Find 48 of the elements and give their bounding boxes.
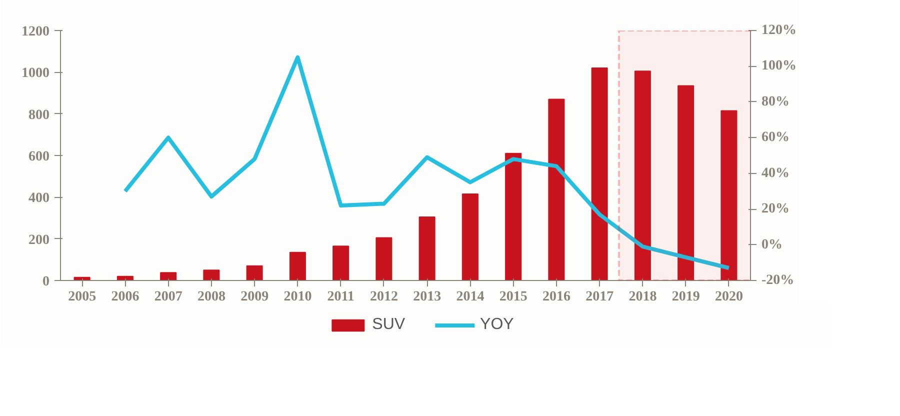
y2-tick-label: -20% xyxy=(762,273,794,288)
y-tick-label: 1000 xyxy=(22,66,50,82)
bar xyxy=(505,152,522,280)
legend-label: SUV xyxy=(372,316,406,334)
bar xyxy=(246,265,263,280)
bar xyxy=(376,237,392,280)
bar xyxy=(548,98,565,280)
y2-tick-label: 60% xyxy=(762,130,790,146)
x-tick-label: 2006 xyxy=(111,290,140,304)
bar xyxy=(720,110,738,280)
x-tick-label: 2013 xyxy=(413,290,442,304)
y-tick-label: 600 xyxy=(28,150,50,164)
y2-tick-label: 100% xyxy=(762,58,796,74)
y2-tick-label: 0% xyxy=(762,237,782,252)
y2-tick-label: 20% xyxy=(762,202,790,217)
x-tick-label: 2015 xyxy=(499,290,528,304)
y-tick-label: 400 xyxy=(28,191,50,206)
x-tick-label: 2016 xyxy=(542,290,570,304)
y-tick-label: 800 xyxy=(28,108,50,123)
legend-label: YOY xyxy=(480,316,514,334)
bar xyxy=(203,270,220,280)
line-series xyxy=(123,55,731,270)
x-tick-label: 2019 xyxy=(672,290,700,304)
bar xyxy=(678,85,694,280)
x-tick-label: 2011 xyxy=(327,290,354,304)
bar xyxy=(418,216,436,280)
bar xyxy=(462,194,478,280)
x-tick-label: 2020 xyxy=(714,290,743,304)
x-tick-label: 2008 xyxy=(197,290,226,304)
x-tick-label: 2017 xyxy=(586,290,614,304)
y-tick-label: 1200 xyxy=(22,24,50,40)
x-tick-label: 2005 xyxy=(68,290,96,304)
bar xyxy=(591,68,608,280)
y2-tick-label: 40% xyxy=(762,166,790,181)
y2-tick-label: 120% xyxy=(762,23,796,38)
bar xyxy=(634,70,651,280)
bar xyxy=(160,272,177,280)
x-tick-label: 2009 xyxy=(240,290,269,304)
bar xyxy=(332,246,350,280)
bar xyxy=(289,252,306,280)
y-tick-label: 0 xyxy=(42,274,50,290)
x-tick-label: 2014 xyxy=(456,290,484,304)
x-tick-label: 2012 xyxy=(370,290,398,304)
x-tick-label: 2018 xyxy=(628,290,657,304)
y-tick-label: 200 xyxy=(28,232,50,248)
x-tick-label: 2010 xyxy=(284,290,312,304)
x-tick-label: 2007 xyxy=(154,290,182,304)
y2-tick-label: 80% xyxy=(762,94,790,110)
